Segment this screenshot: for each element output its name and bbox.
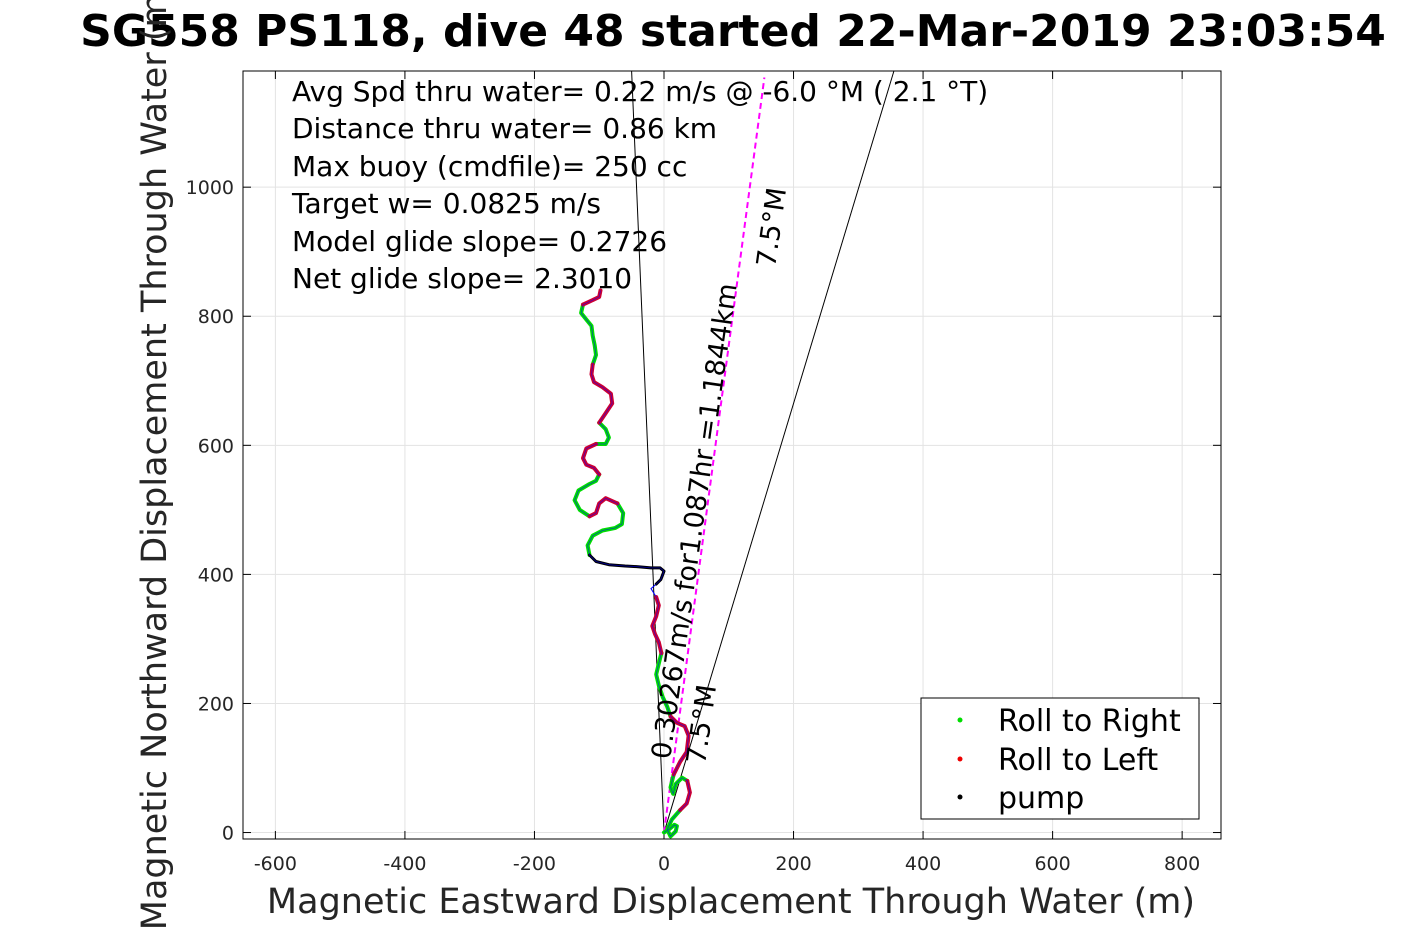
y-tick-label: 600	[198, 435, 234, 457]
roll-right-segment	[579, 302, 598, 367]
roll-right-segment	[585, 501, 626, 557]
x-tick-label: 200	[775, 853, 811, 875]
y-axis-label: Magnetic Northward Displacement Through …	[135, 0, 175, 930]
annotation-line: Max buoy (cmdfile)= 250 cc	[292, 150, 687, 183]
chart-title: SG558 PS118, dive 48 started 22-Mar-2019…	[80, 6, 1386, 57]
annotation-line: Avg Spd thru water= 0.22 m/s @ -6.0 °M (…	[292, 75, 988, 108]
y-axis-ticks: 0 200 400 600 800 1000	[186, 177, 1221, 845]
y-tick-label: 200	[198, 693, 234, 715]
y-tick-label: 1000	[186, 177, 234, 199]
x-tick-label: 600	[1034, 853, 1070, 875]
legend-label-roll-right: Roll to Right	[998, 704, 1181, 739]
plot-frame	[242, 70, 1222, 840]
legend-marker-roll-left	[957, 756, 963, 762]
x-tick-label: -400	[383, 853, 426, 875]
reference-line	[663, 70, 895, 833]
y-tick-label: 400	[198, 564, 234, 586]
legend-label-roll-left: Roll to Left	[998, 743, 1158, 778]
heading-label-bottom: 7.5°M	[681, 683, 723, 766]
x-tick-label: -600	[254, 853, 297, 875]
x-tick-label: -200	[513, 853, 556, 875]
track-line-overlay	[574, 290, 691, 838]
y-tick-label: 0	[222, 823, 234, 845]
roll-left-segment	[581, 442, 602, 477]
reference-lines	[631, 70, 895, 833]
reference-line	[631, 70, 665, 833]
y-tick-label: 800	[198, 306, 234, 328]
legend-label-pump: pump	[998, 781, 1084, 816]
x-axis-ticks: -600 -400 -200 0 200 400 600 800	[254, 71, 1200, 875]
x-tick-label: 400	[905, 853, 941, 875]
annotation-line: Net glide slope= 2.3010	[292, 262, 632, 295]
glider-track	[572, 288, 692, 839]
roll-left-segment	[650, 595, 664, 656]
annotation-line: Distance thru water= 0.86 km	[292, 112, 717, 145]
legend-marker-roll-right	[957, 717, 963, 723]
annotation-block: Avg Spd thru water= 0.22 m/s @ -6.0 °M (…	[291, 75, 988, 295]
heading-label-top: 7.5°M	[751, 186, 793, 269]
x-tick-label: 800	[1164, 853, 1200, 875]
x-axis-label: Magnetic Eastward Displacement Through W…	[267, 882, 1195, 922]
annotation-line: Target w= 0.0825 m/s	[291, 187, 601, 220]
roll-left-segment	[587, 496, 620, 519]
x-tick-label: 0	[658, 853, 670, 875]
reference-line	[663, 77, 766, 833]
legend-marker-pump	[957, 794, 963, 800]
annotation-line: Model glide slope= 0.2726	[292, 225, 667, 258]
legend-box	[920, 697, 1200, 820]
legend: Roll to Right Roll to Left pump	[920, 697, 1200, 820]
roll-left-segment	[589, 362, 615, 425]
